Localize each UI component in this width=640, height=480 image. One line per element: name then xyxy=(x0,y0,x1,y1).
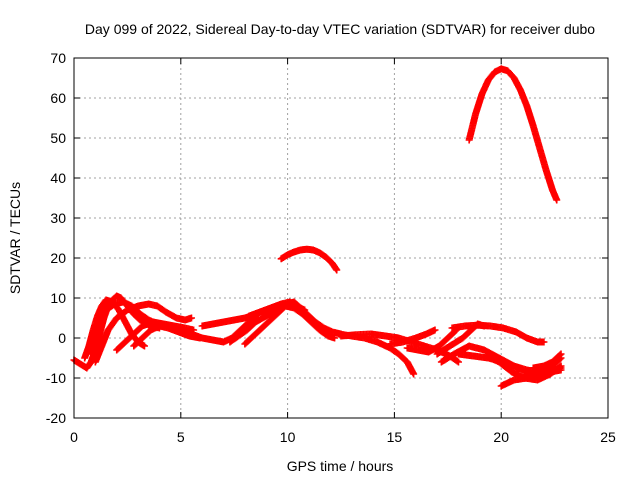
data-point xyxy=(304,313,312,321)
data-series-arc-6 xyxy=(130,322,204,350)
data-point xyxy=(410,370,418,378)
data-series-arc-high-1 xyxy=(465,65,561,204)
data-series-arc-16 xyxy=(433,320,488,358)
data-series-arc-17 xyxy=(448,321,548,346)
y-tick-label: 60 xyxy=(50,90,66,106)
data-series-arc-23 xyxy=(531,354,565,378)
data-point xyxy=(305,314,313,322)
y-tick-label: 30 xyxy=(50,210,66,226)
data-point xyxy=(187,314,195,322)
data-point xyxy=(454,358,462,366)
y-tick-label: 70 xyxy=(50,50,66,66)
x-tick-label: 25 xyxy=(600,429,616,445)
x-axis-label: GPS time / hours xyxy=(287,458,394,474)
y-tick-label: -10 xyxy=(46,370,66,386)
chart-title: Day 099 of 2022, Sidereal Day-to-day VTE… xyxy=(85,21,595,37)
data-series-arc-11 xyxy=(241,298,313,348)
data-point xyxy=(556,355,564,363)
data-point xyxy=(333,266,341,274)
axes: -20 -10 0 10 20 30 40 50 60 70 0 5 10 15 20 25 xyxy=(46,50,616,445)
data-point xyxy=(140,342,148,350)
y-tick-label: 0 xyxy=(58,330,66,346)
data-point xyxy=(557,354,565,362)
data-series-arc-mid-1 xyxy=(277,245,341,274)
y-tick-label: 20 xyxy=(50,250,66,266)
data-layer xyxy=(70,65,565,390)
data-point xyxy=(557,364,565,372)
data-series-arc-4 xyxy=(91,300,195,366)
y-tick-label: -20 xyxy=(46,410,66,426)
plot-frame xyxy=(73,57,609,419)
y-tick-label: 10 xyxy=(50,290,66,306)
x-tick-label: 15 xyxy=(387,429,403,445)
y-tick-label: 40 xyxy=(50,170,66,186)
data-series-arc-14 xyxy=(386,326,439,348)
x-tick-label: 0 xyxy=(70,429,78,445)
data-point xyxy=(453,357,461,365)
y-axis-label: SDTVAR / TECUs xyxy=(7,182,23,294)
data-point xyxy=(431,326,439,334)
x-tick-label: 10 xyxy=(280,429,296,445)
x-tick-label: 20 xyxy=(493,429,509,445)
x-tick-label: 5 xyxy=(177,429,185,445)
data-point xyxy=(540,338,548,346)
data-point xyxy=(553,196,561,204)
y-tick-label: 50 xyxy=(50,130,66,146)
